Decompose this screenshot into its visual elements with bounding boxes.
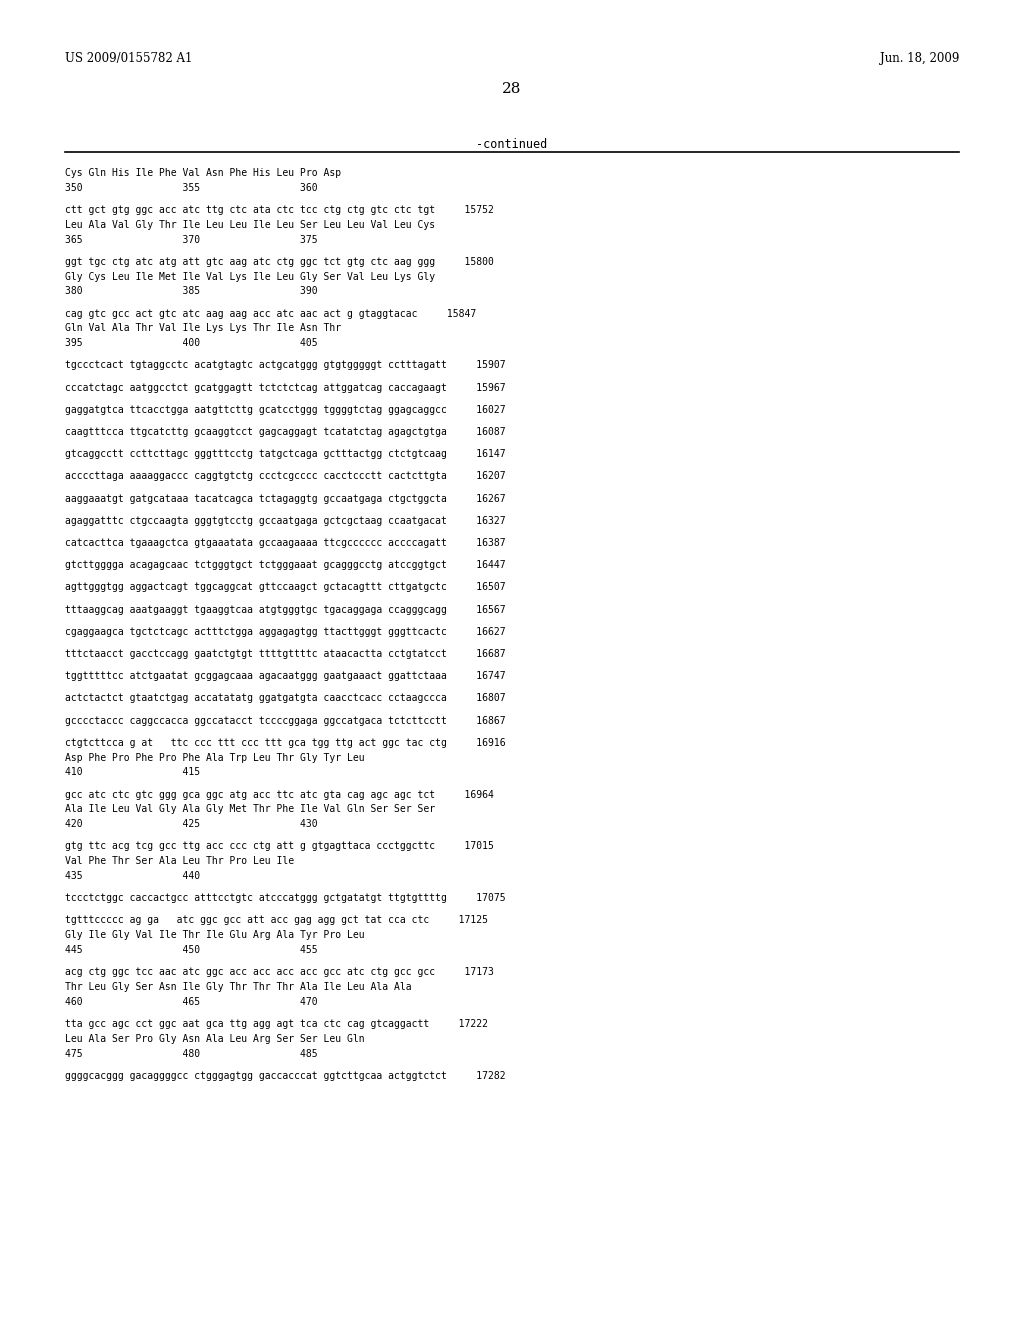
Text: tttaaggcag aaatgaaggt tgaaggtcaa atgtgggtgc tgacaggaga ccagggcagg     16567: tttaaggcag aaatgaaggt tgaaggtcaa atgtggg… — [65, 605, 506, 615]
Text: actctactct gtaatctgag accatatatg ggatgatgta caacctcacc cctaagccca     16807: actctactct gtaatctgag accatatatg ggatgat… — [65, 693, 506, 704]
Text: tggtttttcc atctgaatat gcggagcaaa agacaatggg gaatgaaact ggattctaaa     16747: tggtttttcc atctgaatat gcggagcaaa agacaat… — [65, 671, 506, 681]
Text: 460                 465                 470: 460 465 470 — [65, 997, 317, 1007]
Text: catcacttca tgaaagctca gtgaaatata gccaagaaaa ttcgcccccc accccagatt     16387: catcacttca tgaaagctca gtgaaatata gccaaga… — [65, 539, 506, 548]
Text: Asp Phe Pro Phe Pro Phe Ala Trp Leu Thr Gly Tyr Leu: Asp Phe Pro Phe Pro Phe Ala Trp Leu Thr … — [65, 752, 365, 763]
Text: US 2009/0155782 A1: US 2009/0155782 A1 — [65, 51, 193, 65]
Text: Leu Ala Ser Pro Gly Asn Ala Leu Arg Ser Ser Leu Gln: Leu Ala Ser Pro Gly Asn Ala Leu Arg Ser … — [65, 1034, 365, 1044]
Text: ctgtcttcca g at   ttc ccc ttt ccc ttt gca tgg ttg act ggc tac ctg     16916: ctgtcttcca g at ttc ccc ttt ccc ttt gca … — [65, 738, 506, 748]
Text: Val Phe Thr Ser Ala Leu Thr Pro Leu Ile: Val Phe Thr Ser Ala Leu Thr Pro Leu Ile — [65, 857, 294, 866]
Text: tgtttccccc ag ga   atc ggc gcc att acc gag agg gct tat cca ctc     17125: tgtttccccc ag ga atc ggc gcc att acc gag… — [65, 915, 488, 925]
Text: caagtttcca ttgcatcttg gcaaggtcct gagcaggagt tcatatctag agagctgtga     16087: caagtttcca ttgcatcttg gcaaggtcct gagcagg… — [65, 426, 506, 437]
Text: agttgggtgg aggactcagt tggcaggcat gttccaagct gctacagttt cttgatgctc     16507: agttgggtgg aggactcagt tggcaggcat gttccaa… — [65, 582, 506, 593]
Text: 410                 415: 410 415 — [65, 767, 200, 777]
Text: ctt gct gtg ggc acc atc ttg ctc ata ctc tcc ctg ctg gtc ctc tgt     15752: ctt gct gtg ggc acc atc ttg ctc ata ctc … — [65, 205, 494, 215]
Text: Gly Ile Gly Val Ile Thr Ile Glu Arg Ala Tyr Pro Leu: Gly Ile Gly Val Ile Thr Ile Glu Arg Ala … — [65, 931, 365, 940]
Text: Jun. 18, 2009: Jun. 18, 2009 — [880, 51, 959, 65]
Text: tccctctggc caccactgcc atttcctgtc atcccatggg gctgatatgt ttgtgttttg     17075: tccctctggc caccactgcc atttcctgtc atcccat… — [65, 894, 506, 903]
Text: Leu Ala Val Gly Thr Ile Leu Leu Ile Leu Ser Leu Leu Val Leu Cys: Leu Ala Val Gly Thr Ile Leu Leu Ile Leu … — [65, 220, 435, 230]
Text: 28: 28 — [503, 82, 521, 96]
Text: Ala Ile Leu Val Gly Ala Gly Met Thr Phe Ile Val Gln Ser Ser Ser: Ala Ile Leu Val Gly Ala Gly Met Thr Phe … — [65, 804, 435, 814]
Text: agaggatttc ctgccaagta gggtgtcctg gccaatgaga gctcgctaag ccaatgacat     16327: agaggatttc ctgccaagta gggtgtcctg gccaatg… — [65, 516, 506, 525]
Text: acg ctg ggc tcc aac atc ggc acc acc acc acc gcc atc ctg gcc gcc     17173: acg ctg ggc tcc aac atc ggc acc acc acc … — [65, 968, 494, 977]
Text: gtcttgggga acagagcaac tctgggtgct tctgggaaat gcagggcctg atccggtgct     16447: gtcttgggga acagagcaac tctgggtgct tctggga… — [65, 560, 506, 570]
Text: ggt tgc ctg atc atg att gtc aag atc ctg ggc tct gtg ctc aag ggg     15800: ggt tgc ctg atc atg att gtc aag atc ctg … — [65, 257, 494, 267]
Text: cccatctagc aatggcctct gcatggagtt tctctctcag attggatcag caccagaagt     15967: cccatctagc aatggcctct gcatggagtt tctctct… — [65, 383, 506, 392]
Text: cag gtc gcc act gtc atc aag aag acc atc aac act g gtaggtacac     15847: cag gtc gcc act gtc atc aag aag acc atc … — [65, 309, 476, 318]
Text: gaggatgtca ttcacctgga aatgttcttg gcatcctggg tggggtctag ggagcaggcc     16027: gaggatgtca ttcacctgga aatgttcttg gcatcct… — [65, 405, 506, 414]
Text: 350                 355                 360: 350 355 360 — [65, 182, 317, 193]
Text: aaggaaatgt gatgcataaa tacatcagca tctagaggtg gccaatgaga ctgctggcta     16267: aaggaaatgt gatgcataaa tacatcagca tctagag… — [65, 494, 506, 504]
Text: gcc atc ctc gtc ggg gca ggc atg acc ttc atc gta cag agc agc tct     16964: gcc atc ctc gtc ggg gca ggc atg acc ttc … — [65, 789, 494, 800]
Text: ggggcacggg gacaggggcc ctgggagtgg gaccacccat ggtcttgcaa actggtctct     17282: ggggcacggg gacaggggcc ctgggagtgg gaccacc… — [65, 1071, 506, 1081]
Text: 445                 450                 455: 445 450 455 — [65, 945, 317, 954]
Text: 365                 370                 375: 365 370 375 — [65, 235, 317, 244]
Text: Thr Leu Gly Ser Asn Ile Gly Thr Thr Thr Ala Ile Leu Ala Ala: Thr Leu Gly Ser Asn Ile Gly Thr Thr Thr … — [65, 982, 412, 993]
Text: -continued: -continued — [476, 139, 548, 150]
Text: gtcaggcctt ccttcttagc gggtttcctg tatgctcaga gctttactgg ctctgtcaag     16147: gtcaggcctt ccttcttagc gggtttcctg tatgctc… — [65, 449, 506, 459]
Text: Gly Cys Leu Ile Met Ile Val Lys Ile Leu Gly Ser Val Leu Lys Gly: Gly Cys Leu Ile Met Ile Val Lys Ile Leu … — [65, 272, 435, 281]
Text: 435                 440: 435 440 — [65, 871, 200, 880]
Text: accccttaga aaaaggaccc caggtgtctg ccctcgcccc cacctccctt cactcttgta     16207: accccttaga aaaaggaccc caggtgtctg ccctcgc… — [65, 471, 506, 482]
Text: 475                 480                 485: 475 480 485 — [65, 1048, 317, 1059]
Text: tttctaacct gacctccagg gaatctgtgt ttttgttttc ataacactta cctgtatcct     16687: tttctaacct gacctccagg gaatctgtgt ttttgtt… — [65, 649, 506, 659]
Text: cgaggaagca tgctctcagc actttctgga aggagagtgg ttacttgggt gggttcactc     16627: cgaggaagca tgctctcagc actttctgga aggagag… — [65, 627, 506, 636]
Text: 380                 385                 390: 380 385 390 — [65, 286, 317, 297]
Text: 395                 400                 405: 395 400 405 — [65, 338, 317, 348]
Text: gtg ttc acg tcg gcc ttg acc ccc ctg att g gtgagttaca ccctggcttc     17015: gtg ttc acg tcg gcc ttg acc ccc ctg att … — [65, 841, 494, 851]
Text: Cys Gln His Ile Phe Val Asn Phe His Leu Pro Asp: Cys Gln His Ile Phe Val Asn Phe His Leu … — [65, 168, 341, 178]
Text: Gln Val Ala Thr Val Ile Lys Lys Thr Ile Asn Thr: Gln Val Ala Thr Val Ile Lys Lys Thr Ile … — [65, 323, 341, 334]
Text: 420                 425                 430: 420 425 430 — [65, 820, 317, 829]
Text: tta gcc agc cct ggc aat gca ttg agg agt tca ctc cag gtcaggactt     17222: tta gcc agc cct ggc aat gca ttg agg agt … — [65, 1019, 488, 1030]
Text: gcccctaccc caggccacca ggccatacct tccccggaga ggccatgaca tctcttcctt     16867: gcccctaccc caggccacca ggccatacct tccccgg… — [65, 715, 506, 726]
Text: tgccctcact tgtaggcctc acatgtagtc actgcatggg gtgtgggggt cctttagatt     15907: tgccctcact tgtaggcctc acatgtagtc actgcat… — [65, 360, 506, 371]
